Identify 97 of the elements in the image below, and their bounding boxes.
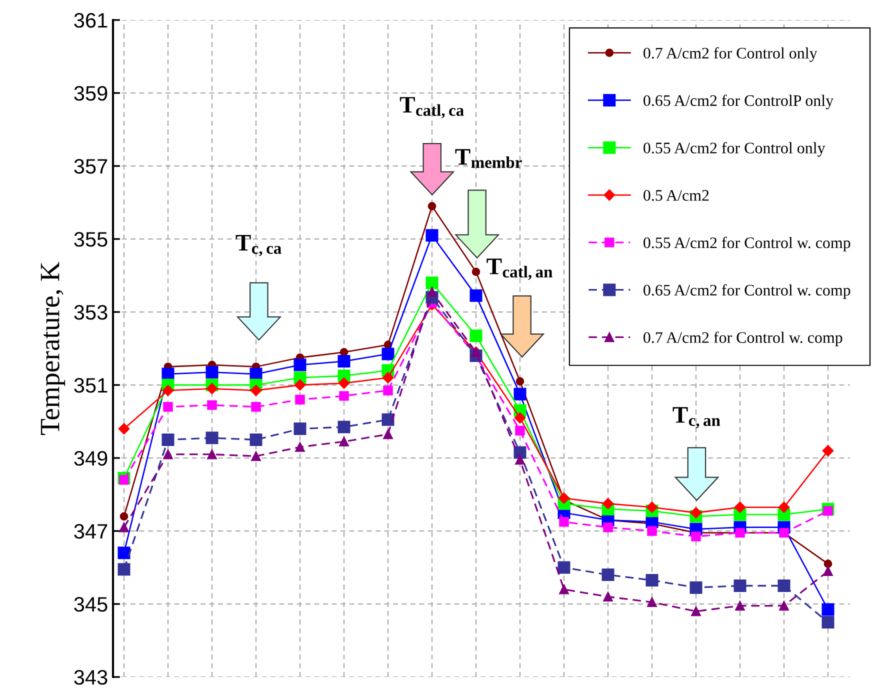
point — [514, 412, 526, 424]
point — [119, 522, 129, 532]
point — [428, 202, 436, 210]
point — [472, 268, 480, 276]
y-axis-title: Temperature, K — [40, 262, 66, 435]
point — [294, 379, 306, 391]
point — [426, 276, 438, 290]
point — [735, 600, 745, 611]
point — [559, 517, 569, 527]
point — [647, 597, 657, 608]
point — [426, 229, 438, 242]
point — [734, 580, 746, 592]
point — [382, 413, 394, 426]
y-tick-label: 353 — [74, 305, 108, 320]
y-tick-label: 349 — [74, 451, 108, 466]
point — [295, 442, 305, 452]
point — [824, 560, 832, 568]
point — [338, 378, 350, 389]
y-tick-label: 345 — [74, 597, 108, 612]
point — [206, 366, 218, 378]
point — [778, 502, 790, 513]
point — [734, 502, 746, 513]
point — [118, 563, 130, 576]
point — [250, 384, 262, 396]
point — [294, 422, 306, 436]
point — [162, 384, 174, 396]
point — [602, 568, 614, 582]
point — [251, 402, 261, 412]
point — [427, 287, 437, 297]
annotation: T$_{c,ca}$ — [236, 235, 282, 256]
point — [558, 561, 570, 574]
y-tick-label: 351 — [74, 378, 108, 393]
point — [470, 329, 482, 342]
point — [339, 436, 349, 446]
y-tick-label: 355 — [74, 232, 108, 247]
point — [602, 498, 614, 510]
point — [691, 606, 701, 616]
point — [250, 434, 262, 446]
y-tick-label: 361 — [74, 13, 108, 28]
point — [251, 451, 261, 462]
point — [383, 386, 393, 396]
point — [647, 526, 657, 536]
point — [162, 434, 174, 446]
annotation: T$_{catl,ca}$ — [400, 97, 464, 118]
y-tick-label: 343 — [74, 670, 108, 685]
point — [383, 429, 393, 440]
point — [470, 289, 482, 302]
legend-label: 0.55 A/cm2 for Control w. comp — [644, 236, 850, 252]
point — [646, 502, 658, 513]
point — [822, 603, 834, 616]
point — [118, 546, 130, 560]
point — [690, 507, 702, 518]
point — [207, 449, 217, 460]
point — [382, 372, 394, 384]
legend-label: 0.55 A/cm2 for Control only — [644, 142, 826, 157]
y-tick-label: 359 — [74, 86, 108, 101]
point — [206, 432, 218, 444]
point — [515, 454, 525, 465]
point — [339, 391, 349, 401]
point — [294, 358, 306, 372]
point — [691, 532, 701, 542]
point — [515, 426, 525, 436]
y-tick-label: 357 — [74, 159, 108, 174]
point — [822, 445, 834, 456]
point — [206, 383, 218, 394]
legend-label: 0.5 A/cm2 — [644, 190, 709, 201]
point — [823, 566, 833, 576]
point — [163, 402, 173, 412]
point — [778, 580, 790, 592]
annotation: T$_{c,an}$ — [672, 407, 720, 428]
point — [118, 423, 130, 434]
point — [822, 616, 834, 628]
point — [823, 506, 833, 516]
legend-label: 0.65 A/cm2 for ControlP only — [644, 94, 834, 110]
point — [338, 355, 350, 368]
point — [516, 377, 524, 386]
annotation: T$_{catl,an}$ — [486, 258, 552, 280]
point — [163, 449, 173, 460]
point — [338, 420, 350, 434]
point — [559, 584, 569, 594]
annotation: T$_{membr}$ — [455, 149, 522, 168]
point — [603, 522, 613, 532]
point — [558, 492, 570, 504]
legend-label: 0.65 A/cm2 for Control w. comp — [644, 284, 850, 299]
legend-label: 0.7 A/cm2 for Control w. comp — [644, 332, 842, 346]
point — [295, 394, 305, 404]
point — [690, 581, 702, 594]
point — [119, 475, 129, 485]
point — [207, 400, 217, 410]
point — [514, 388, 526, 400]
point — [603, 592, 613, 602]
y-tick-label: 347 — [74, 524, 108, 539]
point — [646, 574, 658, 587]
point — [120, 512, 128, 521]
legend-label: 0.7 A/cm2 for Control only — [644, 47, 818, 62]
point — [382, 348, 394, 360]
point — [779, 600, 789, 611]
